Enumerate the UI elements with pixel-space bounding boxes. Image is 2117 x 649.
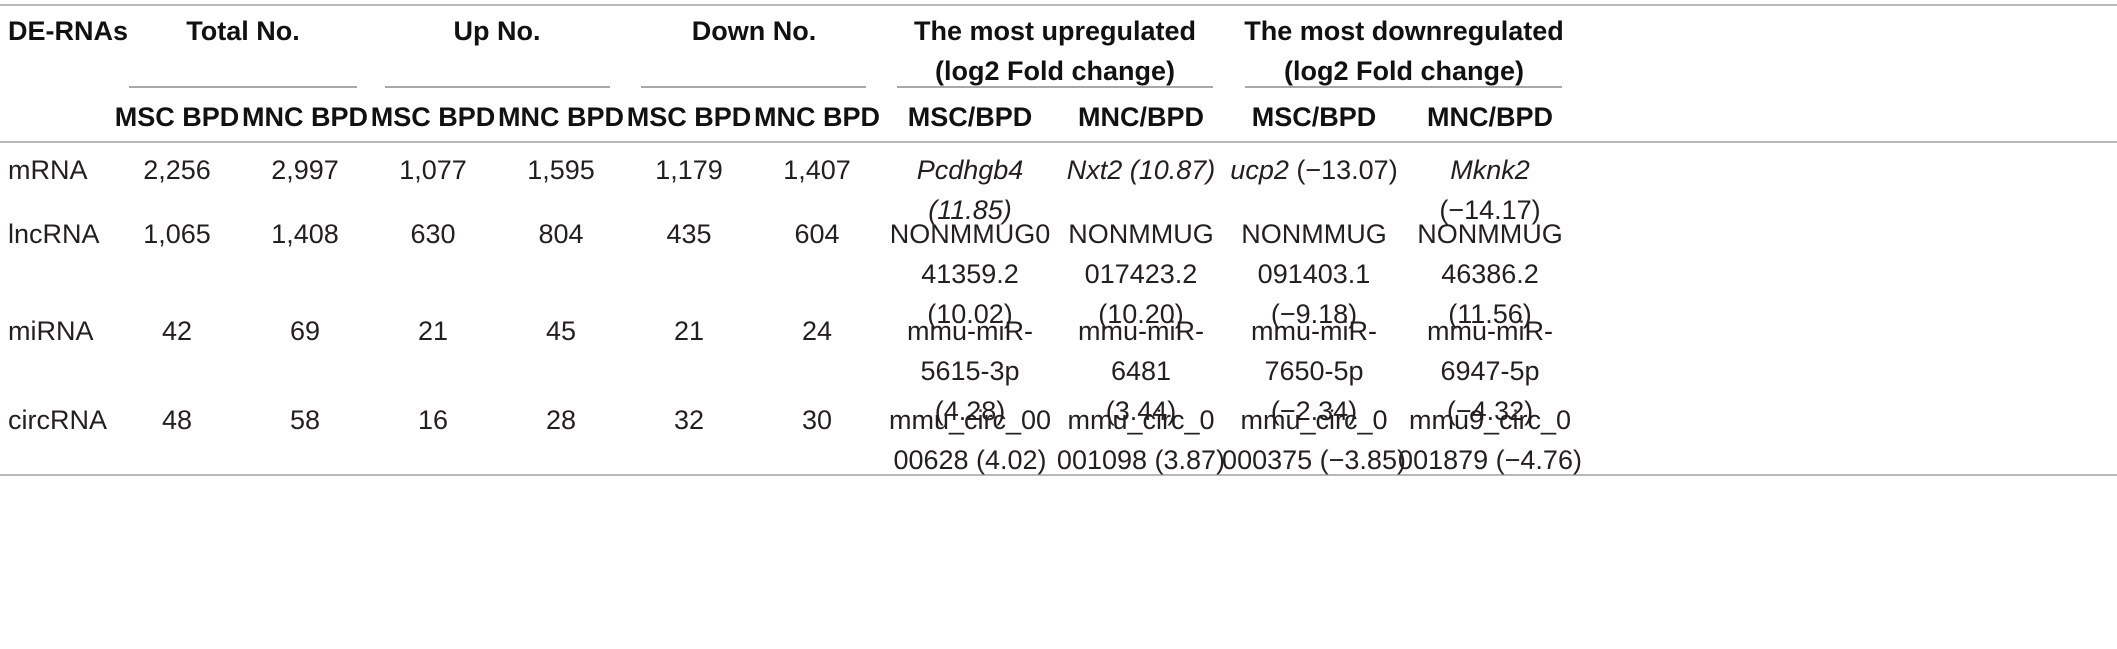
fold-change: (11.85) bbox=[928, 195, 1012, 225]
group-header-up: Up No. bbox=[453, 16, 541, 46]
cell-mirna-up-msc: 21 bbox=[417, 316, 449, 346]
table-top-rule bbox=[0, 4, 2117, 6]
cell-lncrna-up-msc: 630 bbox=[410, 219, 456, 249]
gene-name: Mknk2 bbox=[1450, 155, 1530, 185]
subheader-up-mnc: MNC BPD bbox=[498, 102, 624, 132]
row-label-circrna: circRNA bbox=[8, 405, 107, 435]
cell-mrna-down-msc: 1,179 bbox=[655, 155, 723, 185]
cell-circrna-up-msc: 16 bbox=[417, 405, 449, 435]
cell-lncrna-down-msc: 435 bbox=[666, 219, 712, 249]
cell-lncrna-most-down-msc: NONMMUG 091403.1 (−9.18) bbox=[1241, 219, 1387, 329]
group-header-downregulated: The most downregulated (log2 Fold change… bbox=[1244, 16, 1564, 86]
subheader-up-msc-ratio: MSC/BPD bbox=[907, 102, 1033, 132]
cell-mrna-total-mnc: 2,997 bbox=[271, 155, 339, 185]
gene-name: ucp2 bbox=[1230, 155, 1289, 185]
subheader-down-mnc-ratio: MNC/BPD bbox=[1427, 102, 1553, 132]
cell-mrna-down-mnc: 1,407 bbox=[783, 155, 851, 185]
group-header-down: Down No. bbox=[691, 16, 817, 46]
fold-change: (−14.17) bbox=[1439, 195, 1541, 225]
cell-mirna-total-mnc: 69 bbox=[289, 316, 321, 346]
subheader-up-mnc-ratio: MNC/BPD bbox=[1078, 102, 1204, 132]
cell-mrna-total-msc: 2,256 bbox=[143, 155, 211, 185]
upregulated-group-rule bbox=[897, 86, 1213, 88]
cell-mrna-most-up-mnc: Nxt2 (10.87) bbox=[1067, 150, 1216, 190]
table-bottom-rule bbox=[0, 474, 2117, 476]
cell-lncrna-total-msc: 1,065 bbox=[143, 219, 211, 249]
cell-mrna-most-up-msc: Pcdhgb4 (11.85) bbox=[917, 150, 1024, 230]
cell-mirna-down-msc: 21 bbox=[673, 316, 705, 346]
gene-name: Nxt2 bbox=[1066, 155, 1123, 185]
cell-circrna-most-down-mnc: mmu9_circ_0 001879 (−4.76) bbox=[1398, 405, 1582, 475]
cell-lncrna-most-up-msc: NONMMUG0 41359.2 (10.02) bbox=[889, 219, 1051, 329]
down-group-rule bbox=[641, 86, 866, 88]
cell-circrna-up-mnc: 28 bbox=[545, 405, 577, 435]
cell-mirna-down-mnc: 24 bbox=[801, 316, 833, 346]
fold-change: (10.87) bbox=[1129, 155, 1216, 185]
cell-mirna-up-mnc: 45 bbox=[545, 316, 577, 346]
cell-circrna-total-mnc: 58 bbox=[289, 405, 321, 435]
group-header-upregulated: The most upregulated (log2 Fold change) bbox=[913, 16, 1197, 86]
cell-lncrna-down-mnc: 604 bbox=[794, 219, 840, 249]
cell-lncrna-up-mnc: 804 bbox=[538, 219, 584, 249]
group-header-total: Total No. bbox=[186, 16, 300, 46]
cell-mrna-most-down-msc: ucp2 (−13.07) bbox=[1230, 150, 1397, 190]
cell-circrna-most-up-mnc: mmu_circ_0 001098 (3.87) bbox=[1056, 405, 1226, 475]
row-label-mrna: mRNA bbox=[8, 155, 88, 185]
downregulated-group-rule bbox=[1245, 86, 1562, 88]
subheader-down-msc-ratio: MSC/BPD bbox=[1251, 102, 1377, 132]
cell-mirna-most-up-msc: mmu-miR- 5615-3p (4.28) bbox=[907, 316, 1033, 426]
gene-name: Pcdhgb4 bbox=[916, 155, 1024, 185]
cell-circrna-most-down-msc: mmu_circ_0 000375 (−3.85) bbox=[1222, 405, 1406, 475]
cell-lncrna-most-up-mnc: NONMMUG 017423.2 (10.20) bbox=[1068, 219, 1214, 329]
subheader-total-msc: MSC BPD bbox=[114, 102, 240, 132]
cell-mirna-most-up-mnc: mmu-miR- 6481 (3.44) bbox=[1078, 316, 1204, 426]
subheader-up-msc: MSC BPD bbox=[370, 102, 496, 132]
up-group-rule bbox=[385, 86, 610, 88]
fold-change: (−13.07) bbox=[1296, 155, 1398, 185]
cell-lncrna-most-down-mnc: NONMMUG 46386.2 (11.56) bbox=[1417, 219, 1563, 329]
cell-mrna-up-msc: 1,077 bbox=[399, 155, 467, 185]
cell-mrna-up-mnc: 1,595 bbox=[527, 155, 595, 185]
first-col-header: DE-RNAs bbox=[8, 16, 129, 46]
cell-lncrna-total-mnc: 1,408 bbox=[271, 219, 339, 249]
cell-circrna-total-msc: 48 bbox=[161, 405, 193, 435]
cell-mrna-most-down-mnc: Mknk2 (−14.17) bbox=[1439, 150, 1540, 230]
cell-mirna-most-down-msc: mmu-miR- 7650-5p (−2.34) bbox=[1251, 316, 1377, 426]
cell-circrna-most-up-msc: mmu_circ_00 00628 (4.02) bbox=[888, 405, 1052, 475]
subheader-total-mnc: MNC BPD bbox=[242, 102, 368, 132]
row-label-mirna: miRNA bbox=[8, 316, 94, 346]
total-group-rule bbox=[129, 86, 357, 88]
cell-circrna-down-msc: 32 bbox=[673, 405, 705, 435]
cell-mirna-total-msc: 42 bbox=[161, 316, 193, 346]
cell-mirna-most-down-mnc: mmu-miR- 6947-5p (−4.32) bbox=[1427, 316, 1553, 426]
cell-circrna-down-mnc: 30 bbox=[801, 405, 833, 435]
subheader-down-mnc: MNC BPD bbox=[754, 102, 880, 132]
row-label-lncrna: lncRNA bbox=[8, 219, 100, 249]
header-bottom-rule bbox=[0, 141, 2117, 143]
subheader-down-msc: MSC BPD bbox=[626, 102, 752, 132]
